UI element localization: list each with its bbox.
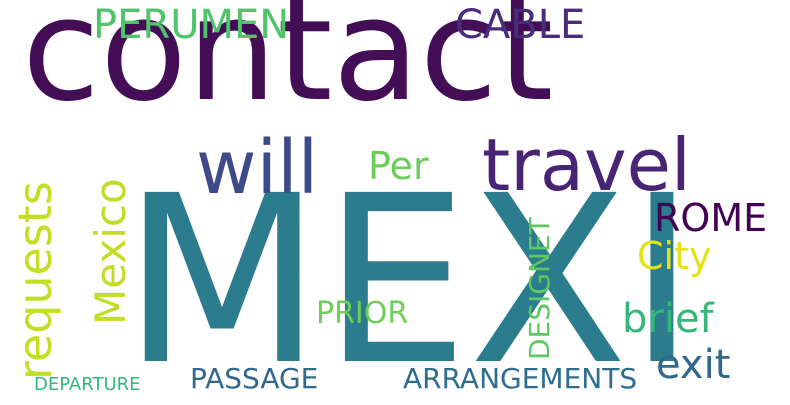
word-rome: ROME (654, 196, 768, 240)
word-passage: PASSAGE (190, 362, 319, 395)
word-city: City (637, 234, 712, 278)
word-arrangements: ARRANGEMENTS (403, 362, 638, 395)
word-mexico: Mexico (86, 178, 135, 325)
word-prior: PRIOR (316, 296, 409, 331)
word-cable: CABLE (455, 2, 586, 48)
word-brief: brief (622, 296, 714, 342)
word-requests: requests (8, 181, 62, 380)
word-perumen: PERUMEN (93, 2, 290, 48)
word-travel: travel (482, 123, 691, 207)
word-exit: exit (656, 342, 731, 388)
word-contact: contact (22, 0, 554, 133)
word-per: Per (368, 144, 429, 188)
word-mexi: MEXI (122, 146, 697, 405)
word-will: will (196, 125, 319, 211)
word-departure: DEPARTURE (34, 374, 141, 395)
word-designet: DESIGNET (523, 217, 556, 360)
